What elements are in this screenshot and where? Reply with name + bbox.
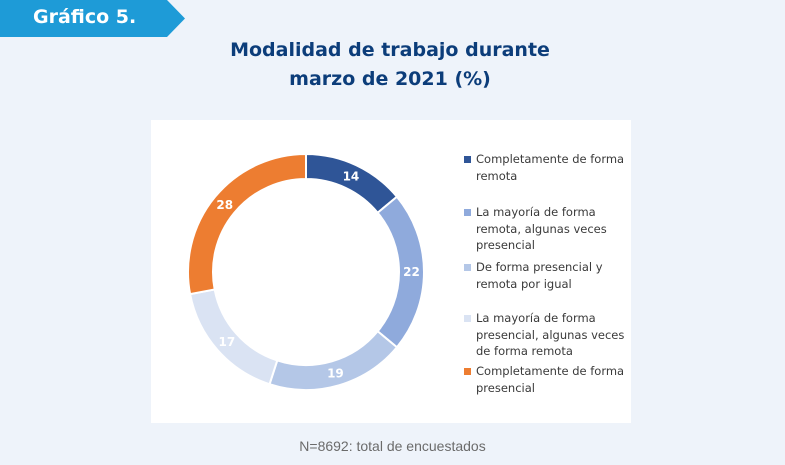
donut-data-label-4: 17 <box>219 335 236 349</box>
footnote: N=8692: total de encuestados <box>299 438 486 454</box>
donut-data-label-5: 28 <box>216 198 233 212</box>
legend-swatch <box>464 315 471 322</box>
legend-swatch <box>464 209 471 216</box>
legend-label: La mayoría de forma presencial, algunas … <box>476 311 625 358</box>
donut-data-label-1: 14 <box>343 170 360 184</box>
chart-panel: 14 22 19 17 28 Completamente de forma remota… <box>151 120 631 423</box>
chart-number-badge <box>0 0 185 37</box>
donut-data-label-2: 22 <box>403 265 420 279</box>
legend-swatch <box>464 368 471 375</box>
donut-chart: 14 22 19 17 28 <box>187 152 425 391</box>
chart-title-line-2: marzo de 2021 (%) <box>289 68 491 90</box>
legend-item-mayoria-presencial: La mayoría de forma presencial, algunas … <box>464 310 629 360</box>
legend-item-completamente-presencial: Completamente de forma presencial <box>464 363 629 396</box>
legend-swatch <box>464 156 471 163</box>
donut-slice-3 <box>268 329 399 391</box>
legend-swatch <box>464 264 471 271</box>
legend-item-presencial-y-remota: De forma presencial y remota por igual <box>464 259 629 292</box>
chart-title: Modalidad de trabajo durante marzo de 20… <box>150 36 630 94</box>
legend-label: La mayoría de forma remota, algunas vece… <box>476 205 607 252</box>
donut-slice-5 <box>187 152 307 296</box>
legend-label: Completamente de forma remota <box>476 152 625 183</box>
chart-number-label: Gráfico 5. <box>33 6 137 28</box>
legend-label: Completamente de forma presencial <box>476 364 625 395</box>
legend-label: De forma presencial y remota por igual <box>476 260 603 291</box>
chart-title-line-1: Modalidad de trabajo durante <box>230 39 550 61</box>
legend-item-completamente-remota: Completamente de forma remota <box>464 151 629 184</box>
legend-item-mayoria-remota: La mayoría de forma remota, algunas vece… <box>464 204 629 254</box>
donut-data-label-3: 19 <box>327 366 344 380</box>
